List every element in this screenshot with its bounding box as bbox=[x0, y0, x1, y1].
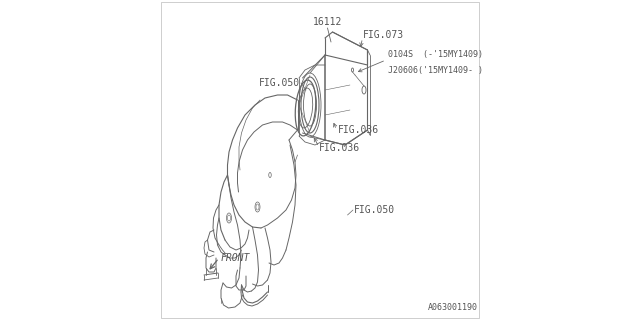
Text: 16112: 16112 bbox=[313, 17, 342, 27]
Text: FIG.050: FIG.050 bbox=[354, 205, 395, 215]
Text: FRONT: FRONT bbox=[221, 253, 250, 263]
Text: FIG.073: FIG.073 bbox=[363, 30, 404, 40]
Text: FIG.036: FIG.036 bbox=[337, 125, 379, 135]
Text: A063001190: A063001190 bbox=[428, 303, 477, 312]
Text: FIG.036: FIG.036 bbox=[319, 143, 360, 153]
Text: FIG.050: FIG.050 bbox=[259, 78, 300, 88]
Text: 0104S  (-'15MY1409): 0104S (-'15MY1409) bbox=[387, 51, 483, 60]
Text: J20606('15MY1409- ): J20606('15MY1409- ) bbox=[387, 66, 483, 75]
